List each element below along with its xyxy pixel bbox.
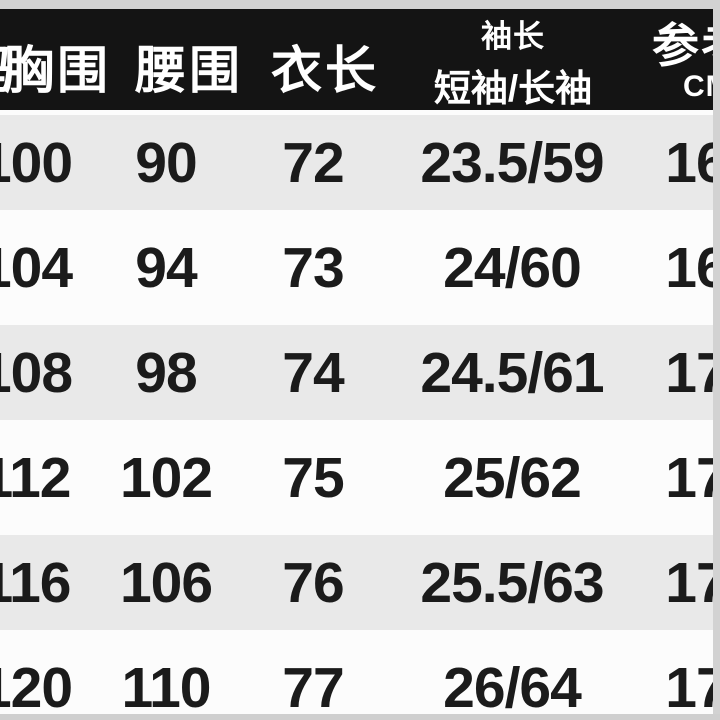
cell-sleeve: 25.5/63 xyxy=(420,550,604,615)
table-row: 112 102 75 25/62 17 xyxy=(0,425,720,530)
header-sleeve-label: 袖长 xyxy=(481,19,545,54)
cell-chest: 104 xyxy=(0,235,73,300)
cell-sleeve: 23.5/59 xyxy=(420,130,604,195)
cell-waist: 106 xyxy=(119,550,213,615)
cell-length: 73 xyxy=(282,235,344,300)
header-cell-chest: 胸围 xyxy=(2,41,112,99)
cell-reference: 17 xyxy=(665,550,720,615)
cell-sleeve: 24.5/61 xyxy=(420,340,604,405)
cell-length: 76 xyxy=(282,550,344,615)
table-row: 104 94 73 24/60 16 xyxy=(0,215,720,320)
header-cell-length: 衣长 xyxy=(270,41,380,99)
cell-chest: 116 xyxy=(0,550,71,615)
bottom-margin-strip xyxy=(0,714,720,720)
cell-waist: 90 xyxy=(135,130,197,195)
header-sleeve-sublabel: 短袖/长袖 xyxy=(433,68,593,109)
cell-length: 77 xyxy=(282,655,344,720)
cell-chest: 108 xyxy=(0,340,73,405)
cell-reference: 17 xyxy=(665,655,720,720)
cell-waist: 102 xyxy=(119,445,213,510)
cell-sleeve: 25/62 xyxy=(443,445,582,510)
top-margin-strip xyxy=(0,0,720,9)
table-row: 116 106 76 25.5/63 17 xyxy=(0,530,720,635)
header-cell-sleeve: 袖长 短袖/长袖 xyxy=(434,9,592,112)
cell-reference: 17 xyxy=(665,445,720,510)
cell-chest: 112 xyxy=(0,445,71,510)
header-cell-reference: 参考 CM xyxy=(652,9,720,112)
cell-length: 74 xyxy=(282,340,344,405)
cell-reference: 16 xyxy=(665,235,720,300)
cell-waist: 110 xyxy=(121,655,212,720)
cell-reference: 17 xyxy=(665,340,720,405)
clipped-size-column-fragment: 码 xyxy=(0,9,14,116)
cell-reference: 16 xyxy=(665,130,720,195)
table-row: 108 98 74 24.5/61 17 xyxy=(0,320,720,425)
table-header-band: 码 胸围 腰围 衣长 袖长 短袖/长袖 参考 CM xyxy=(0,9,720,110)
header-reference-label: 参考 xyxy=(652,18,720,72)
cell-chest: 100 xyxy=(0,130,73,195)
right-margin-strip xyxy=(713,0,720,720)
cell-length: 72 xyxy=(282,130,344,195)
cell-waist: 94 xyxy=(135,235,197,300)
table-row: 100 90 72 23.5/59 16 xyxy=(0,110,720,215)
cell-sleeve: 24/60 xyxy=(443,235,582,300)
cell-sleeve: 26/64 xyxy=(443,655,582,720)
cell-chest: 120 xyxy=(0,655,73,720)
cell-length: 75 xyxy=(282,445,344,510)
cell-waist: 98 xyxy=(135,340,197,405)
header-cell-waist: 腰围 xyxy=(134,41,244,99)
table-row: 120 110 77 26/64 17 xyxy=(0,635,720,720)
